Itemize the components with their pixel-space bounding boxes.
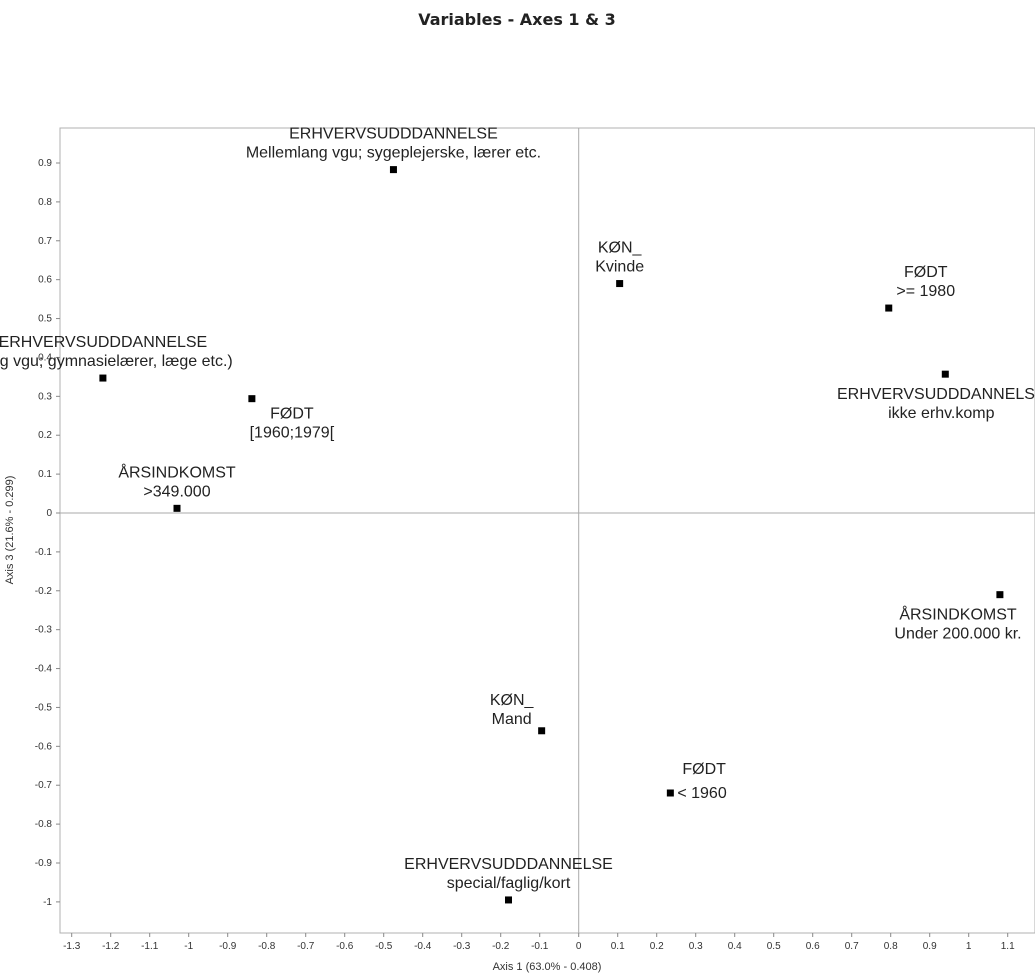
y-tick-label: -0.6 (35, 741, 53, 752)
point-group: ERHVERVSUDDDANNELSE Lang vgu; gymnasielær… (0, 334, 233, 382)
x-tick-label: -0.5 (375, 941, 393, 952)
x-tick-label: 0.4 (728, 941, 742, 952)
x-tick-label: -0.8 (258, 941, 276, 952)
point-group: ERHVERVSUDDDANNELSE Mellemlang vgu; sygep… (246, 126, 541, 174)
x-tick-label: 1.1 (1001, 941, 1015, 952)
point-group: FØDT >= 1980 (885, 264, 955, 312)
point-label-variable: ERHVERVSUDDDANNELSE (837, 386, 1035, 403)
point-label-category: [1960;1979[ (250, 425, 335, 442)
point-label-category: >= 1980 (896, 283, 955, 300)
y-tick-label: -0.2 (35, 586, 53, 597)
x-tick-label: -0.6 (336, 941, 354, 952)
chart-title: Variables - Axes 1 & 3 (418, 10, 616, 29)
point-label-variable: FØDT (904, 264, 948, 281)
point-label-category: special/faglig/kort (447, 875, 571, 892)
data-points: ERHVERVSUDDDANNELSE Mellemlang vgu; sygep… (0, 126, 1035, 904)
x-tick-label: -1.2 (102, 941, 120, 952)
x-tick-label: -0.7 (297, 941, 315, 952)
point-label-category: Mand (492, 711, 532, 728)
x-tick-label: 0.3 (689, 941, 703, 952)
y-axis-ticks: 0.9 0.8 0.7 0.6 0.5 0.4 0.3 0.2 0.1 0 -0.1 -0.2 -0.3… (35, 158, 60, 908)
data-point-marker (996, 591, 1004, 599)
point-label-variable: ERHVERVSUDDDANNELSE (289, 126, 498, 143)
plot-area (59, 127, 1035, 934)
x-axis-label: Axis 1 (63.0% - 0.408) (493, 961, 602, 973)
y-tick-label: 0.9 (38, 158, 52, 169)
x-tick-label: 0.6 (806, 941, 820, 952)
x-tick-label: -1.3 (63, 941, 81, 952)
x-tick-label: 0.1 (611, 941, 625, 952)
x-tick-label: 0.2 (650, 941, 664, 952)
x-tick-label: -0.4 (414, 941, 432, 952)
point-label-category: Lang vgu; gymnasielærer, læge etc.) (0, 353, 233, 370)
point-group: ERHVERVSUDDDANNELSE ikke erhv.komp (837, 370, 1035, 422)
y-tick-label: 0.4 (38, 352, 52, 363)
y-tick-label: -0.8 (35, 819, 53, 830)
point-label-variable: ÅRSINDKOMST (899, 605, 1017, 624)
y-tick-label: 0.3 (38, 391, 52, 402)
point-group: KØN_ Kvinde (595, 240, 644, 288)
y-tick-label: 0.8 (38, 197, 52, 208)
x-tick-label: -1.1 (141, 941, 159, 952)
point-label-variable: KØN_ (490, 692, 535, 709)
point-group: ERHVERVSUDDDANNELSE special/faglig/kort (404, 856, 613, 904)
y-tick-label: -1 (43, 897, 52, 908)
data-point-marker (248, 395, 256, 403)
data-point-marker (505, 896, 512, 904)
x-tick-label: 0.9 (923, 941, 937, 952)
y-tick-label: 0.1 (38, 469, 52, 480)
point-group: FØDT < 1960 (666, 761, 727, 802)
y-tick-label: 0.2 (38, 430, 52, 441)
x-tick-label: 0 (576, 941, 582, 952)
x-tick-label: 0.8 (884, 941, 898, 952)
point-label-variable: FØDT (270, 406, 314, 423)
reference-lines (60, 128, 1035, 933)
x-tick-label: -0.2 (492, 941, 510, 952)
x-tick-label: -0.9 (219, 941, 237, 952)
point-group: FØDT [1960;1979[ (248, 395, 335, 442)
x-tick-label: -0.3 (453, 941, 471, 952)
data-point-marker (666, 789, 674, 797)
point-label-category: < 1960 (677, 785, 726, 802)
x-axis-ticks: -1.3 -1.2 -1.1 -1 -0.9 -0.8 -0.7 -0.6 -0.5 -0.4 -0… (63, 933, 1015, 952)
y-tick-label: -0.1 (35, 547, 53, 558)
point-label-variable: ERHVERVSUDDDANNELSE (0, 334, 207, 351)
x-tick-label: 0.7 (845, 941, 859, 952)
data-point-marker (173, 504, 181, 512)
y-tick-label: -0.5 (35, 702, 53, 713)
point-group: KØN_ Mand (490, 692, 546, 735)
data-point-marker (941, 370, 949, 378)
point-label-category: >349.000 (143, 483, 210, 500)
y-tick-label: -0.3 (35, 625, 53, 636)
y-tick-label: -0.7 (35, 780, 53, 791)
y-tick-label: 0.6 (38, 275, 52, 286)
x-tick-label: -1 (184, 941, 193, 952)
x-tick-label: 0.5 (767, 941, 781, 952)
y-tick-label: 0 (46, 508, 52, 519)
point-label-variable: ERHVERVSUDDDANNELSE (404, 856, 613, 873)
y-tick-label: 0.7 (38, 236, 52, 247)
y-tick-label: 0.5 (38, 314, 52, 325)
data-point-marker (99, 374, 107, 382)
point-label-variable: FØDT (682, 761, 726, 778)
point-label-variable: ÅRSINDKOMST (118, 462, 236, 481)
point-label-category: Kvinde (595, 259, 644, 276)
x-tick-label: -0.1 (531, 941, 549, 952)
data-point-marker (616, 280, 624, 288)
data-point-marker (538, 727, 546, 735)
point-label-category: ikke erhv.komp (888, 405, 995, 422)
point-group: ÅRSINDKOMST Under 200.000 kr. (894, 591, 1022, 643)
y-tick-label: -0.9 (35, 858, 53, 869)
y-tick-label: -0.4 (35, 664, 53, 675)
point-group: ÅRSINDKOMST >349.000 (118, 462, 236, 512)
data-point-marker (389, 166, 397, 174)
point-label-category: Mellemlang vgu; sygeplejerske, lærer etc… (246, 145, 541, 162)
data-point-marker (885, 304, 893, 312)
y-axis-label: Axis 3 (21.6% - 0.299) (4, 476, 16, 585)
point-label-variable: KØN_ (598, 240, 643, 257)
point-label-category: Under 200.000 kr. (894, 626, 1021, 643)
x-tick-label: 1 (966, 941, 972, 952)
